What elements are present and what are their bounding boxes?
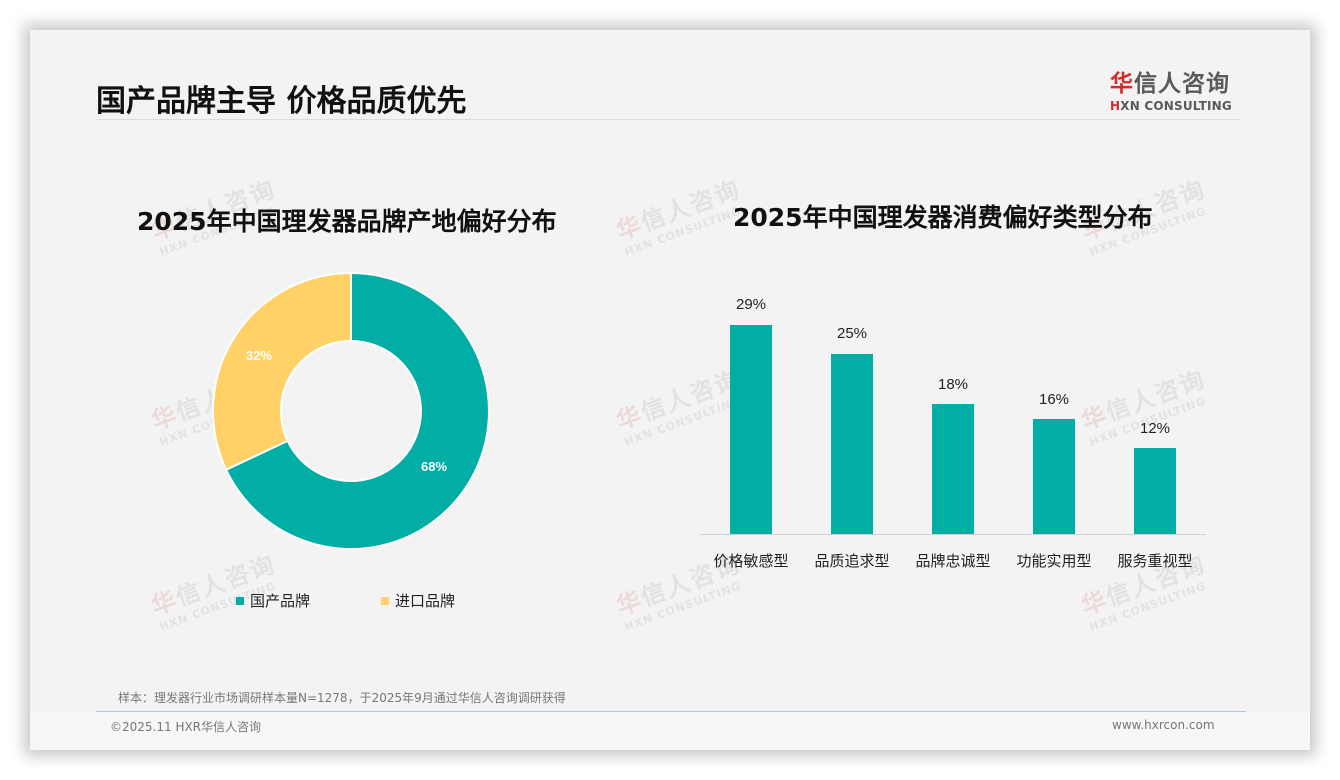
donut-chart-svg: [212, 271, 490, 550]
bar-service-oriented: [1134, 448, 1176, 534]
page-title: 国产品牌主导 价格品质优先: [96, 84, 467, 119]
legend-label: 进口品牌: [395, 592, 456, 610]
source-note: 样本：理发器行业市场调研样本量N=1278，于2025年9月通过华信人咨询调研获…: [118, 691, 566, 705]
donut-chart: 32% 68%: [212, 271, 490, 550]
bar-category: 品质追求型: [814, 552, 890, 570]
slide: 华信人咨询 HXN CONSULTING 华信人咨询 HXN CONSULTIN…: [30, 30, 1310, 750]
x-axis-line: [700, 534, 1206, 535]
donut-chart-title: 2025年中国理发器品牌产地偏好分布: [137, 207, 557, 236]
bar-quality-seeking: [831, 354, 873, 534]
logo-english: HXN CONSULTING: [1110, 99, 1232, 113]
donut-slice-domestic: [224, 271, 490, 550]
donut-label-domestic: 68%: [421, 459, 448, 474]
bar-chart: 29% 价格敏感型 25% 品质追求型 18% 品牌忠诚型 16% 功能实用型 …: [700, 280, 1206, 580]
bar-value: 12%: [1139, 420, 1171, 437]
bar-brand-loyal: [932, 404, 974, 534]
website-link[interactable]: www.hxrcon.com: [1112, 718, 1215, 732]
footer: ©2025.11 HXR华信人咨询 www.hxrcon.com: [30, 712, 1310, 750]
bar-value: 16%: [1038, 391, 1070, 408]
bar-functional: [1033, 419, 1075, 534]
watermark: 华信人咨询 HXN CONSULTING: [612, 174, 745, 259]
legend-item-imported: 进口品牌: [381, 590, 455, 611]
copyright-text: ©2025.11 HXR华信人咨询: [110, 720, 262, 734]
legend-item-domestic: 国产品牌: [236, 590, 310, 611]
bar-chart-title: 2025年中国理发器消费偏好类型分布: [733, 203, 1153, 232]
bar-category: 功能实用型: [1016, 552, 1092, 570]
watermark: 华信人咨询 HXN CONSULTING: [147, 549, 280, 634]
donut-slice-imported: [212, 271, 352, 472]
footer-divider: [96, 711, 1246, 712]
bar-category: 价格敏感型: [713, 552, 789, 570]
legend-swatch-teal: [236, 596, 244, 605]
bar-value: 18%: [937, 376, 969, 393]
logo-chinese: 华信人咨询: [1110, 71, 1230, 97]
legend-swatch-yellow: [381, 596, 389, 605]
title-divider: [96, 119, 1240, 120]
bar-value: 29%: [735, 296, 767, 313]
bar-category: 服务重视型: [1117, 552, 1193, 570]
donut-label-imported: 32%: [246, 348, 273, 363]
bar-category: 品牌忠诚型: [915, 552, 991, 570]
company-logo: 华信人咨询 HXN CONSULTING: [1110, 64, 1240, 113]
legend-label: 国产品牌: [250, 592, 311, 610]
bar-value: 25%: [836, 325, 868, 342]
bar-price-sensitive: [730, 325, 772, 534]
